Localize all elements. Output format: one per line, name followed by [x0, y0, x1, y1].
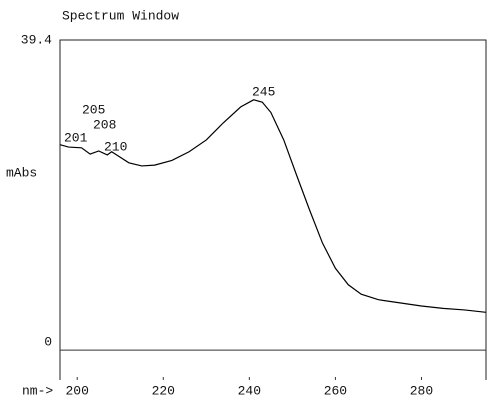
chart-title: Spectrum Window — [62, 8, 179, 23]
y-axis-label: mAbs — [6, 165, 37, 180]
x-tick-label: 240 — [238, 383, 261, 398]
y-tick-label: 0 — [44, 335, 52, 350]
x-tick-label: 280 — [410, 383, 433, 398]
peak-label: 210 — [104, 139, 127, 154]
spectrum-line — [59, 99, 487, 313]
plot-frame — [59, 39, 487, 380]
x-tick-label: 200 — [66, 383, 89, 398]
peak-label: 205 — [82, 102, 105, 117]
x-tick-label: 220 — [152, 383, 175, 398]
peak-label: 201 — [64, 130, 88, 145]
x-tick-label: 260 — [324, 383, 347, 398]
peak-label: 245 — [252, 84, 275, 99]
peak-label: 208 — [93, 117, 116, 132]
x-axis-label: nm-> — [22, 383, 53, 398]
y-tick-label: 39.4 — [21, 32, 52, 47]
